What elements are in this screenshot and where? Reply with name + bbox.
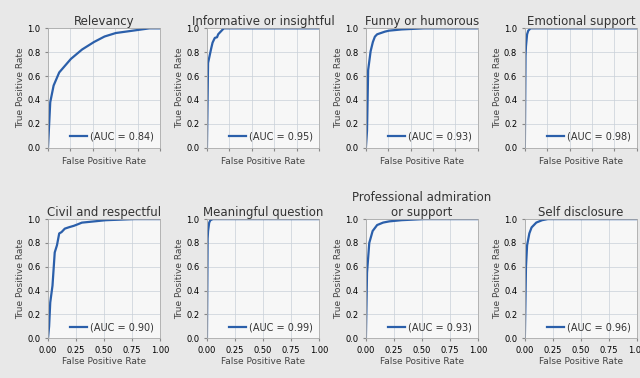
X-axis label: False Positive Rate: False Positive Rate: [539, 357, 623, 366]
Legend: (AUC = 0.90): (AUC = 0.90): [69, 322, 155, 333]
Title: Relevancy: Relevancy: [74, 15, 134, 28]
X-axis label: False Positive Rate: False Positive Rate: [62, 357, 146, 366]
Y-axis label: True Positive Rate: True Positive Rate: [175, 239, 184, 319]
X-axis label: False Positive Rate: False Positive Rate: [62, 157, 146, 166]
Y-axis label: True Positive Rate: True Positive Rate: [493, 48, 502, 128]
Y-axis label: True Positive Rate: True Positive Rate: [16, 239, 25, 319]
Title: Funny or humorous: Funny or humorous: [365, 15, 479, 28]
Title: Meaningful question: Meaningful question: [203, 206, 323, 218]
Y-axis label: True Positive Rate: True Positive Rate: [175, 48, 184, 128]
X-axis label: False Positive Rate: False Positive Rate: [539, 157, 623, 166]
Legend: (AUC = 0.99): (AUC = 0.99): [228, 322, 314, 333]
Y-axis label: True Positive Rate: True Positive Rate: [16, 48, 25, 128]
Title: Professional admiration
or support: Professional admiration or support: [352, 191, 492, 218]
Title: Civil and respectful: Civil and respectful: [47, 206, 161, 218]
Legend: (AUC = 0.95): (AUC = 0.95): [228, 131, 314, 143]
X-axis label: False Positive Rate: False Positive Rate: [380, 157, 464, 166]
Y-axis label: True Positive Rate: True Positive Rate: [493, 239, 502, 319]
Y-axis label: True Positive Rate: True Positive Rate: [334, 48, 343, 128]
X-axis label: False Positive Rate: False Positive Rate: [221, 157, 305, 166]
Legend: (AUC = 0.98): (AUC = 0.98): [546, 131, 632, 143]
Y-axis label: True Positive Rate: True Positive Rate: [334, 239, 343, 319]
Legend: (AUC = 0.93): (AUC = 0.93): [387, 131, 473, 143]
X-axis label: False Positive Rate: False Positive Rate: [380, 357, 464, 366]
Title: Emotional support: Emotional support: [527, 15, 635, 28]
Title: Informative or insightful: Informative or insightful: [191, 15, 334, 28]
Legend: (AUC = 0.96): (AUC = 0.96): [546, 322, 632, 333]
Title: Self disclosure: Self disclosure: [538, 206, 623, 218]
Legend: (AUC = 0.93): (AUC = 0.93): [387, 322, 473, 333]
Legend: (AUC = 0.84): (AUC = 0.84): [69, 131, 155, 143]
X-axis label: False Positive Rate: False Positive Rate: [221, 357, 305, 366]
